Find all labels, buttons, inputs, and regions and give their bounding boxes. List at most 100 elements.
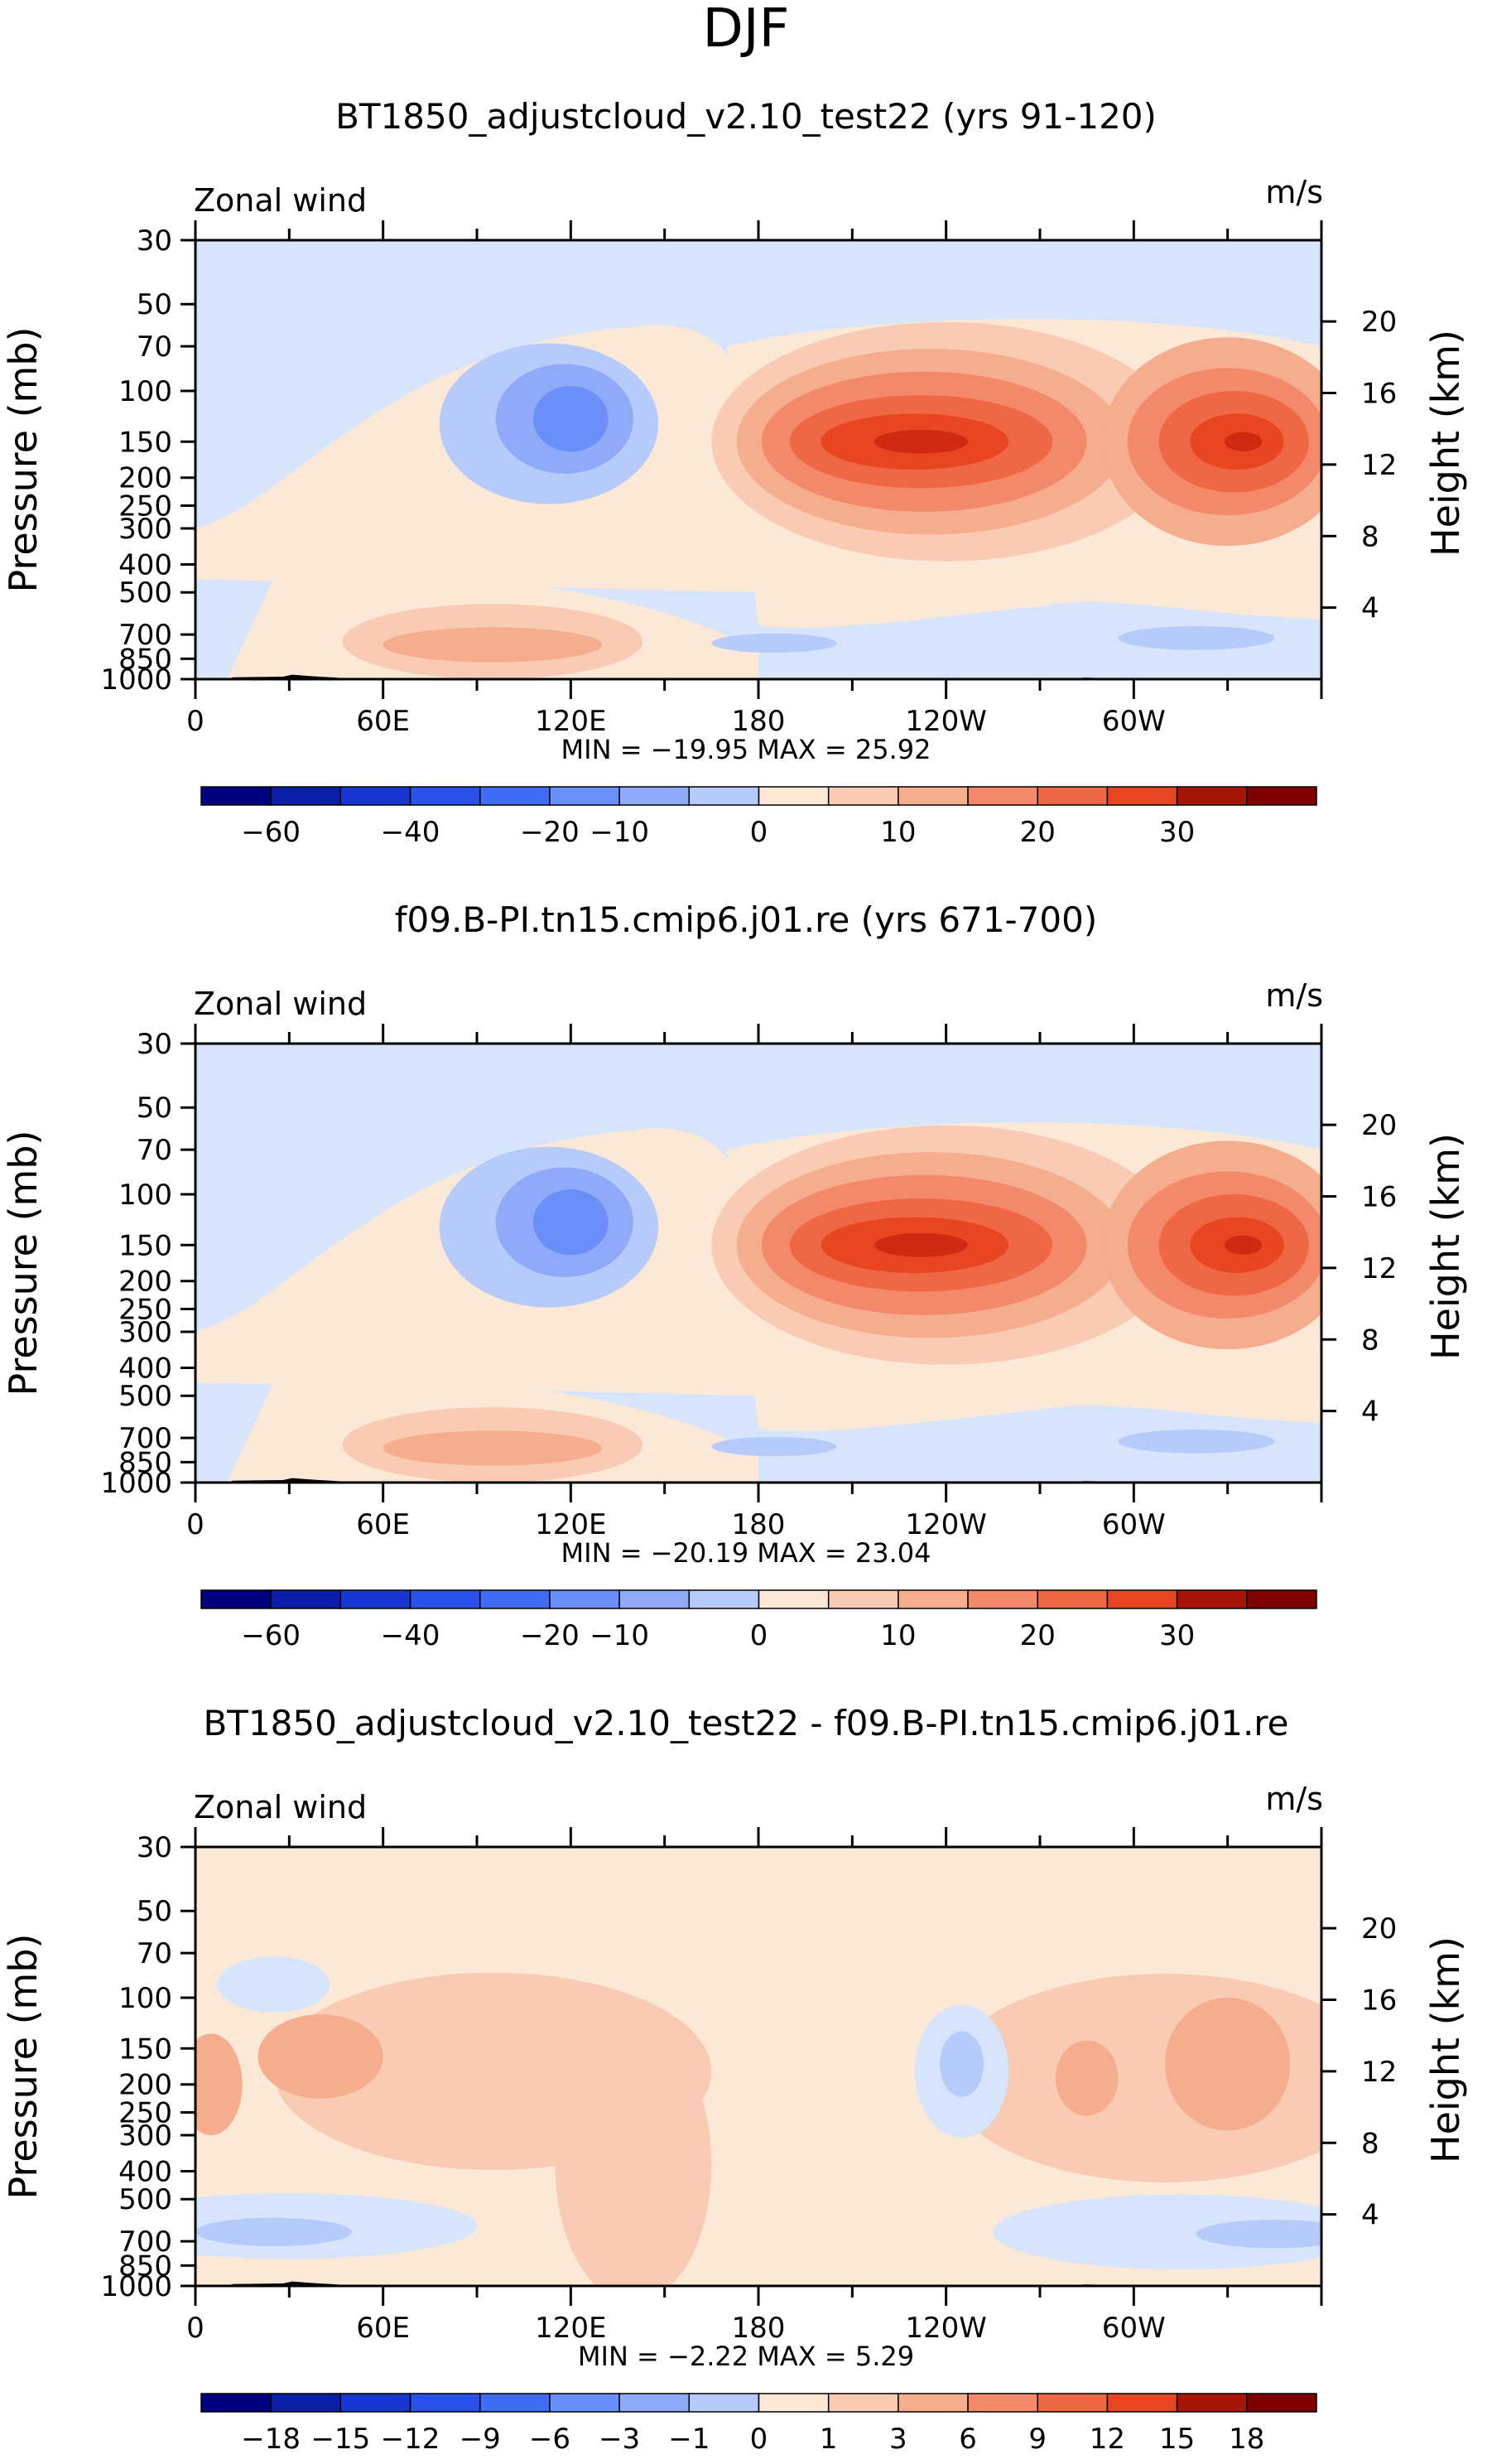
- ytick-label: 70: [137, 1134, 172, 1167]
- ytick-label: 400: [118, 549, 172, 582]
- zonal-wind-difference-panel: BT1850_adjustcloud_v2.10_test22 - f09.B-…: [1, 1703, 1468, 2456]
- colorbar-label: 30: [1159, 1619, 1195, 1652]
- colorbar-label: 3: [889, 2423, 907, 2456]
- ytick-label: 200: [118, 2069, 172, 2102]
- ytick-label: 300: [118, 2119, 172, 2153]
- colorbar-bin: [1176, 1589, 1248, 1609]
- ytick-label: 100: [118, 375, 172, 408]
- xtick-label: 60E: [356, 1508, 410, 1541]
- ytick-label: 100: [118, 1982, 172, 2015]
- colorbar-bin: [618, 1589, 691, 1609]
- ytick-right-label: 20: [1361, 1109, 1397, 1142]
- xtick-label: 120W: [905, 2312, 987, 2345]
- xtick-label: 0: [186, 705, 205, 738]
- diff-negative-2-core: [195, 2217, 352, 2247]
- xtick-label: 0: [186, 1508, 205, 1541]
- ytick-label: 400: [118, 1353, 172, 1386]
- colorbar-bin: [1037, 786, 1109, 806]
- ytick-right-label: 4: [1361, 1396, 1379, 1429]
- colorbar-bin: [200, 2393, 272, 2413]
- contour-field: [195, 240, 1321, 679]
- lower-positive-core: [383, 627, 603, 663]
- contour-field: [195, 1044, 1321, 1483]
- colorbar-bin: [967, 2393, 1038, 2413]
- variable-label: Zonal wind: [194, 1789, 367, 1825]
- diff-negative-1-core: [940, 2031, 984, 2097]
- y-axis-label: Pressure (mb): [1, 1131, 46, 1396]
- colorbar-bin: [618, 2393, 691, 2413]
- xtick-label: 120E: [535, 705, 606, 738]
- xtick-label: 60E: [356, 2312, 410, 2345]
- ytick-label: 50: [137, 1092, 172, 1125]
- colorbar-bin: [409, 786, 481, 806]
- ytick-label: 250: [118, 489, 172, 523]
- ytick-right-label: 16: [1361, 378, 1397, 411]
- ytick-label: 50: [137, 288, 172, 321]
- ytick-right-label: 8: [1361, 520, 1379, 553]
- diff-negative-3-core: [1196, 2220, 1321, 2249]
- ytick-label: 850: [118, 643, 172, 676]
- xtick-label: 120W: [905, 705, 987, 738]
- colorbar-bin: [200, 1589, 272, 1609]
- colorbar-bin: [758, 786, 830, 806]
- colorbar-bin: [898, 1589, 969, 1609]
- ytick-right-label: 12: [1361, 1252, 1397, 1285]
- colorbar-label: −1: [668, 2423, 710, 2456]
- diff-positive-edge-core: [195, 2033, 243, 2136]
- units-label: m/s: [1265, 977, 1323, 1014]
- xtick-label: 120W: [905, 1508, 987, 1541]
- y-axis-label: Pressure (mb): [1, 327, 46, 593]
- colorbar-label: 10: [880, 1619, 916, 1652]
- colorbar-bin: [1037, 1589, 1109, 1609]
- ytick-label: 200: [118, 462, 172, 495]
- colorbar-label: −20: [520, 1619, 580, 1652]
- xtick-label: 60W: [1102, 1508, 1166, 1541]
- ytick-label: 150: [118, 2032, 172, 2066]
- ytick-label: 850: [118, 2249, 172, 2283]
- colorbar-label: −10: [590, 1619, 649, 1652]
- y-axis-label: Pressure (mb): [1, 1934, 46, 2200]
- colorbar-bin: [618, 786, 691, 806]
- page-title: DJF: [703, 0, 790, 60]
- y-axis-right-label: Height (km): [1423, 1936, 1468, 2163]
- colorbar-label: −60: [241, 816, 301, 849]
- colorbar-bin: [200, 786, 272, 806]
- xtick-label: 60W: [1102, 705, 1166, 738]
- ytick-label: 300: [118, 1316, 172, 1349]
- jet-atlantic-core: [1224, 432, 1263, 451]
- colorbar-label: −20: [520, 816, 580, 849]
- zonal-wind-panel-1: BT1850_adjustcloud_v2.10_test22 (yrs 91-…: [1, 96, 1468, 849]
- colorbar-bin: [549, 2393, 620, 2413]
- diff-positive-3: [946, 1974, 1321, 2182]
- colorbar-label: −10: [590, 816, 649, 849]
- ytick-label: 150: [118, 426, 172, 459]
- xtick-label: 0: [186, 2312, 205, 2345]
- easterly-core: [533, 386, 609, 452]
- colorbar-label: 30: [1159, 816, 1195, 849]
- diff-positive-3-core: [1165, 1997, 1291, 2131]
- colorbar-label: 0: [750, 2423, 768, 2456]
- xtick-label: 180: [732, 2312, 786, 2345]
- colorbar-label: −6: [529, 2423, 570, 2456]
- diff-positive-1-core: [257, 2014, 383, 2099]
- colorbar-label: −40: [381, 816, 440, 849]
- contour-field: [195, 1847, 1321, 2286]
- season-label: DJF: [703, 0, 790, 60]
- colorbar-label: −15: [310, 2423, 370, 2456]
- min-max-text: MIN = −19.95 MAX = 25.92: [561, 734, 931, 765]
- colorbar-bin: [1176, 786, 1248, 806]
- units-label: m/s: [1265, 1781, 1323, 1817]
- ytick-label: 100: [118, 1179, 172, 1212]
- ytick-right-label: 16: [1361, 1181, 1397, 1214]
- colorbar-label: 18: [1229, 2423, 1264, 2456]
- ytick-label: 70: [137, 330, 172, 364]
- colorbar-bin: [479, 2393, 551, 2413]
- easterly-lower-west: [1118, 625, 1275, 650]
- colorbar-bin: [967, 786, 1038, 806]
- colorbar-label: 0: [750, 816, 768, 849]
- colorbar-bin: [758, 1589, 830, 1609]
- ytick-right-label: 4: [1361, 2199, 1379, 2232]
- ytick-label: 700: [118, 2225, 172, 2259]
- xtick-label: 60W: [1102, 2312, 1166, 2345]
- colorbar-bin: [270, 1589, 342, 1609]
